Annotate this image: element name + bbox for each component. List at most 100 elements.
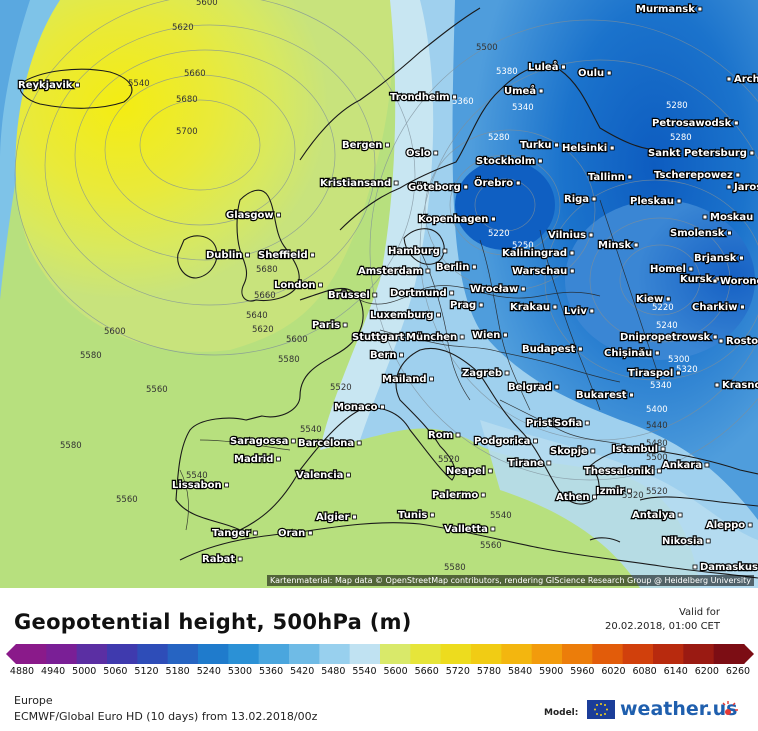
city-marker[interactable]: Warschau (511, 265, 575, 278)
city-marker[interactable]: Arch (726, 73, 758, 86)
city-marker[interactable]: Izmir (595, 485, 632, 498)
city-marker[interactable]: Skopje (549, 445, 596, 458)
city-marker[interactable]: Bukarest (575, 389, 634, 402)
colorbar-tick-label: 4940 (41, 666, 66, 677)
city-marker[interactable]: Brjansk (693, 252, 744, 265)
city-marker[interactable]: Bern (369, 349, 404, 362)
city-marker[interactable]: Lissabon (171, 479, 230, 492)
brand-logo[interactable]: weather.us (620, 698, 738, 720)
city-marker[interactable]: Göteborg (407, 181, 469, 194)
city-marker[interactable]: Hamburg (387, 245, 448, 258)
city-marker[interactable]: Istanbul (611, 443, 666, 456)
city-marker[interactable]: Vilnius (547, 229, 594, 242)
city-marker[interactable]: Oslo (405, 147, 439, 160)
city-marker[interactable]: Moskau (702, 211, 754, 224)
city-marker[interactable]: Amsterdam (357, 265, 431, 278)
city-marker[interactable]: Stockholm (475, 155, 543, 168)
city-marker[interactable]: Luleå (527, 59, 566, 74)
city-marker[interactable]: Budapest (521, 343, 583, 356)
city-marker[interactable]: Palermo (431, 489, 486, 502)
city-marker[interactable]: Paris (311, 319, 348, 332)
city-marker[interactable]: Algier (315, 511, 357, 524)
city-marker[interactable]: Stuttgart (351, 331, 412, 344)
city-marker[interactable]: Luxemburg (369, 309, 441, 322)
city-marker[interactable]: Ankara (661, 459, 710, 472)
city-marker[interactable]: Kristiansand (319, 177, 399, 190)
weather-map[interactable]: 5600 5620 5540 5660 5680 5700 5680 5660 5640 5620… (0, 0, 758, 588)
city-marker[interactable]: Turku (519, 139, 559, 152)
city-marker[interactable]: Mailand (381, 373, 434, 386)
city-marker[interactable]: Jaros (726, 181, 758, 194)
city-marker[interactable]: Rabat (201, 553, 243, 566)
city-marker[interactable]: Tanger (211, 527, 258, 540)
city-marker[interactable]: Pleskau (629, 195, 682, 208)
city-marker[interactable]: Kaliningrad (501, 247, 575, 260)
city-marker[interactable]: Tscherepowez (653, 169, 741, 182)
city-marker[interactable]: Lviv (563, 305, 595, 318)
city-marker[interactable]: Sankt Petersburg (647, 147, 755, 160)
city-marker[interactable]: London (273, 279, 323, 292)
city-marker[interactable]: Berlin (435, 261, 477, 274)
city-marker[interactable]: Riga (563, 193, 597, 206)
city-label: Amsterdam (358, 266, 423, 277)
city-marker[interactable]: Reykjavik (17, 79, 80, 92)
city-marker[interactable]: Homel (649, 263, 694, 276)
city-marker[interactable]: Glasgow (225, 209, 282, 222)
city-marker[interactable]: Zagreb (461, 367, 510, 380)
city-marker[interactable]: Dnipropetrowsk (619, 331, 718, 344)
city-marker[interactable]: Nikosia (661, 535, 711, 548)
city-marker[interactable]: Tirane (507, 457, 552, 470)
city-marker[interactable]: Bergen (341, 139, 390, 152)
city-marker[interactable]: Chișinău (603, 347, 660, 360)
city-marker[interactable]: Örebro (473, 174, 521, 190)
city-label: Dublin (206, 250, 243, 261)
city-marker[interactable]: Helsinki (561, 142, 615, 155)
city-marker[interactable]: Sofia (553, 417, 590, 430)
low-pressure-core (565, 200, 755, 360)
city-marker[interactable]: Monaco (333, 401, 385, 414)
city-marker[interactable]: Podgorica (473, 435, 538, 448)
city-marker[interactable]: Rosto (718, 335, 758, 348)
city-marker[interactable]: Tallinn (587, 171, 633, 184)
city-marker[interactable]: Madrid (233, 453, 281, 466)
city-marker[interactable]: Petrosawodsk (651, 117, 739, 130)
city-marker[interactable]: Saragossa (229, 435, 296, 448)
city-marker[interactable]: Tunis (397, 509, 435, 522)
city-label: Sankt Petersburg (648, 148, 747, 159)
city-marker[interactable]: Trondheim (389, 91, 457, 104)
city-marker[interactable]: Murmansk (635, 3, 703, 16)
city-marker[interactable]: Antalya (631, 509, 683, 522)
city-marker[interactable]: Oran (277, 527, 313, 540)
city-marker[interactable]: Brüssel (327, 289, 378, 302)
city-marker[interactable]: Wien (471, 329, 508, 342)
city-marker[interactable]: Krasno (714, 379, 758, 392)
city-marker[interactable]: Sheffield (257, 249, 316, 262)
contour-band (0, 0, 30, 160)
city-marker[interactable]: Oulu (577, 67, 612, 80)
city-marker[interactable]: Krakau (509, 301, 558, 314)
city-marker[interactable]: Smolensk (669, 227, 732, 240)
city-marker[interactable]: Pristina (525, 417, 578, 430)
city-marker[interactable]: Kopenhagen (417, 213, 496, 226)
city-marker[interactable]: Dublin (205, 249, 250, 262)
city-marker[interactable]: Damaskus (692, 561, 758, 574)
city-marker[interactable]: Aleppo (705, 519, 753, 532)
city-marker[interactable]: Rom (427, 429, 461, 442)
city-marker[interactable]: Neapel (445, 465, 493, 478)
city-marker[interactable]: Dortmund (389, 287, 455, 300)
city-marker[interactable]: Umeå (503, 83, 544, 98)
city-marker[interactable]: München (405, 331, 465, 344)
city-marker[interactable]: Athen (555, 491, 597, 504)
city-marker[interactable]: Woronez (712, 275, 758, 288)
city-marker[interactable]: Charkiw (691, 301, 745, 314)
city-marker[interactable]: Minsk (597, 239, 639, 252)
city-marker[interactable]: Barcelona (297, 437, 362, 450)
city-marker[interactable]: Valletta (443, 523, 496, 536)
city-marker[interactable]: Kiew (635, 293, 671, 306)
city-marker[interactable]: Tiraspol (627, 367, 681, 380)
city-marker[interactable]: Prag (449, 299, 484, 312)
city-marker[interactable]: Wrocław (469, 283, 526, 296)
city-marker[interactable]: Thessaloniki (583, 465, 662, 478)
city-marker[interactable]: Belgrad (507, 381, 560, 394)
city-marker[interactable]: Valencia (295, 469, 351, 482)
